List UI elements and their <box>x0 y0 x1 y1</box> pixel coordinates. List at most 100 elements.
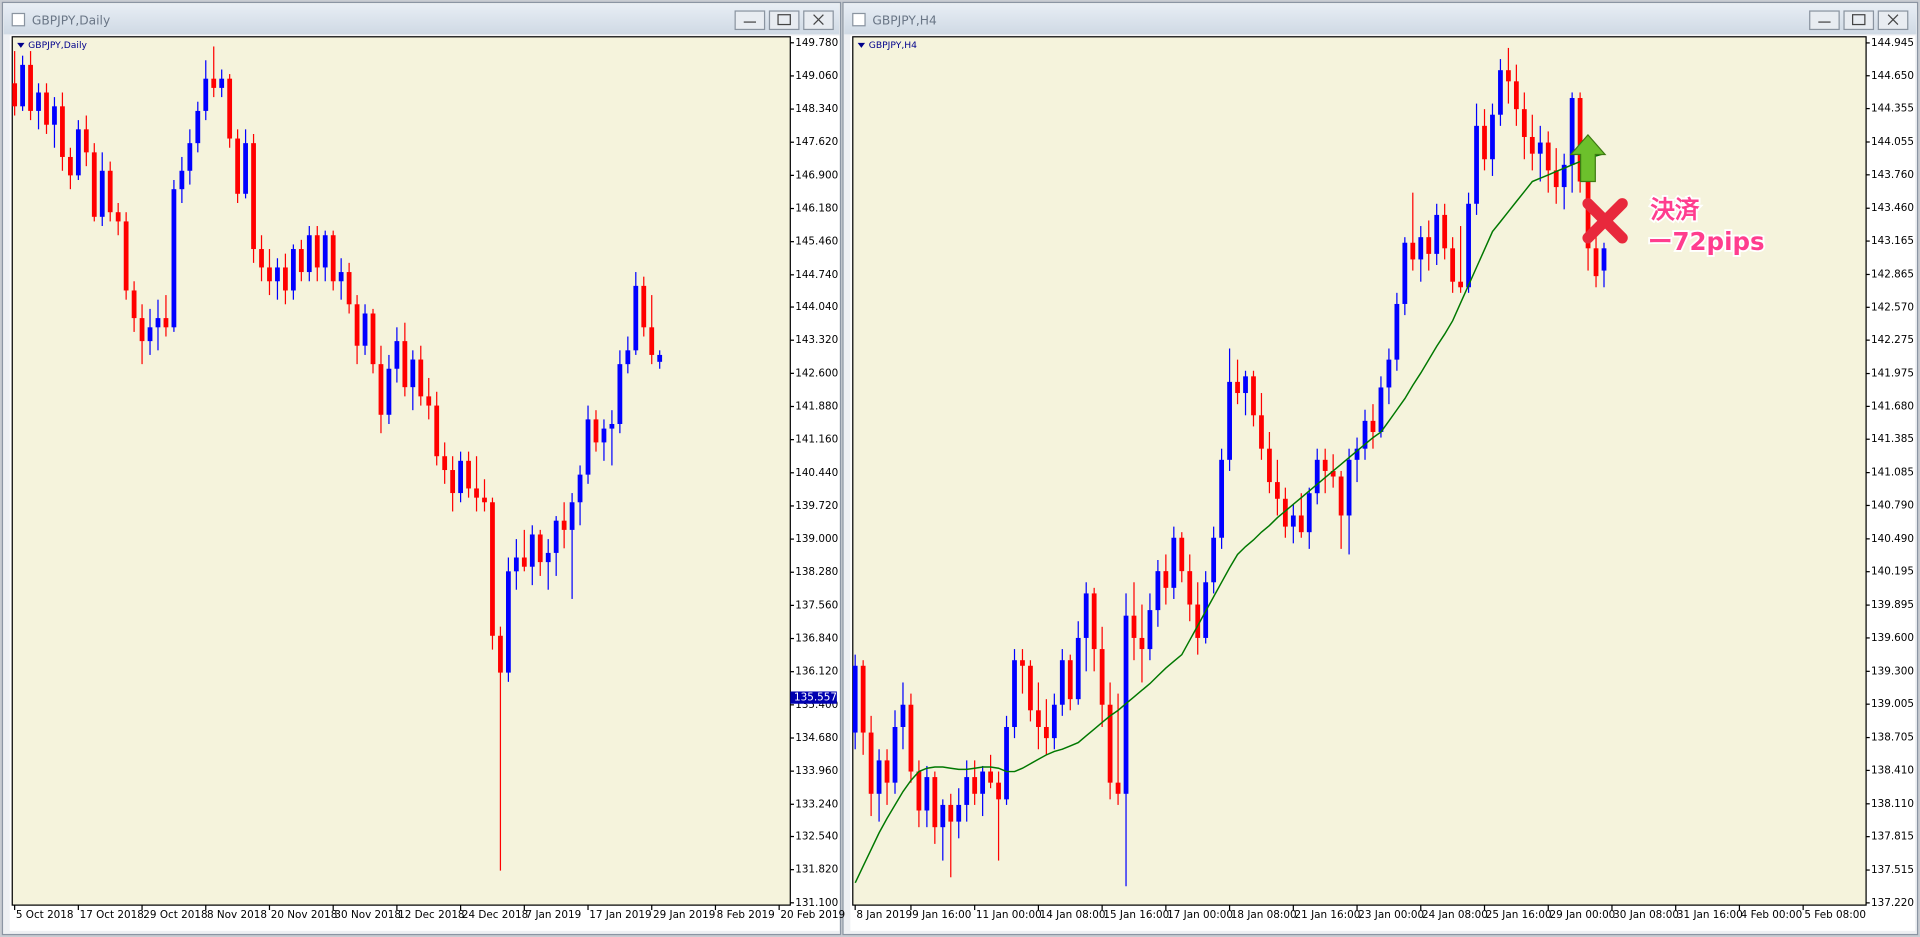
y-tick-label: 143.760 <box>1871 169 1914 181</box>
minimize-button[interactable] <box>1809 10 1840 31</box>
candle-body <box>609 423 615 429</box>
candle-body <box>1259 415 1264 449</box>
candle-body <box>490 502 495 636</box>
candle-body <box>1099 649 1105 705</box>
y-tick-label: 146.900 <box>795 169 838 181</box>
trade-markers: 決済 ー72pips <box>1569 133 1766 258</box>
candle-body <box>179 170 185 190</box>
candle-body <box>1346 459 1352 516</box>
symbol-label: GBPJPY,H4 <box>869 40 917 51</box>
y-tick-label: 131.100 <box>795 897 838 909</box>
candle-body <box>187 143 193 171</box>
candle-body <box>91 152 97 217</box>
candle-body <box>20 64 25 107</box>
candle-body <box>466 460 471 489</box>
candle-body <box>155 318 161 328</box>
candle-body <box>1075 637 1081 700</box>
x-tick-label: 15 Jan 16:00 <box>1103 909 1169 921</box>
window-title: GBPJPY,Daily <box>32 13 110 27</box>
y-tick-label: 141.160 <box>795 434 838 446</box>
y-tick-label: 140.440 <box>795 467 838 479</box>
candle-body <box>956 804 962 822</box>
candle-body <box>1195 604 1201 638</box>
candle-body <box>1474 125 1479 204</box>
x-tick-label: 8 Jan 2019 <box>856 909 912 921</box>
candle-body <box>251 143 256 250</box>
candle-body <box>649 327 655 355</box>
y-tick-label: 139.005 <box>1871 698 1914 710</box>
candle-body <box>450 470 456 494</box>
candle-body <box>195 110 201 144</box>
y-tick-label: 137.815 <box>1871 831 1914 843</box>
candle-body <box>924 777 930 811</box>
candle-body <box>1545 142 1551 171</box>
x-tick-label: 5 Oct 2018 <box>16 909 74 921</box>
candle-body <box>1593 248 1599 277</box>
candle-body <box>163 318 169 328</box>
candle-body <box>1426 237 1432 254</box>
y-tick-label: 133.960 <box>795 765 838 777</box>
y-tick-label: 140.195 <box>1871 566 1914 578</box>
candle-body <box>892 726 898 783</box>
x-tick-label: 18 Jan 08:00 <box>1231 909 1297 921</box>
plot-area <box>11 36 791 906</box>
candle-body <box>1418 237 1424 260</box>
candle-body <box>625 350 631 365</box>
y-tick-label: 142.275 <box>1871 334 1914 346</box>
candle-body <box>259 249 264 268</box>
candle-body <box>442 456 448 471</box>
y-tick-label: 142.570 <box>1871 301 1914 313</box>
candle-body <box>521 557 527 567</box>
y-tick-label: 134.680 <box>795 732 838 744</box>
maximize-button[interactable] <box>1843 10 1875 31</box>
y-tick-label: 148.340 <box>795 103 838 115</box>
candle-body <box>275 267 280 282</box>
candle-body <box>1036 710 1041 727</box>
close-cross <box>1582 198 1628 244</box>
candle-body <box>577 474 583 503</box>
candle-body <box>434 405 440 457</box>
candle-body <box>1322 459 1328 471</box>
candle-body <box>1290 515 1296 527</box>
y-tick-label: 139.600 <box>1871 632 1914 644</box>
candle-body <box>1450 248 1456 282</box>
maximize-button[interactable] <box>768 10 800 31</box>
candle-body <box>394 341 400 369</box>
candle-body <box>601 428 607 443</box>
candle-body <box>1131 615 1137 638</box>
x-tick-label: 21 Jan 16:00 <box>1295 909 1361 921</box>
y-tick-label: 139.000 <box>795 533 838 545</box>
y-tick-label: 141.880 <box>795 400 838 412</box>
x-tick-label: 17 Oct 2018 <box>80 909 144 921</box>
candle-body <box>107 170 113 213</box>
candle-body <box>139 318 145 342</box>
candle-body <box>537 534 543 563</box>
candle-body <box>426 396 432 406</box>
candle-body <box>12 83 18 107</box>
x-tick-label: 8 Feb 2019 <box>717 909 775 921</box>
y-tick-label: 133.240 <box>795 798 838 810</box>
candle-body <box>474 488 479 498</box>
y-tick-label: 138.110 <box>1871 798 1914 810</box>
candle-body <box>235 138 241 194</box>
x-tick-label: 29 Jan 2019 <box>653 909 715 921</box>
buy-arrow <box>1569 133 1607 183</box>
candle-body <box>1306 493 1312 533</box>
candle-body <box>1267 448 1272 483</box>
candle-body <box>362 313 368 346</box>
title-bar <box>3 3 840 35</box>
y-tick-label: 144.945 <box>1871 37 1914 49</box>
candle-body <box>980 771 986 794</box>
candle-body <box>868 732 874 794</box>
close-glyph <box>1887 14 1899 25</box>
candle-body <box>1442 214 1448 249</box>
candle-body <box>972 777 978 794</box>
y-tick-label: 145.460 <box>795 236 838 248</box>
x-tick-label: 8 Nov 2018 <box>207 909 267 921</box>
y-tick-label: 136.120 <box>795 666 838 678</box>
y-tick-label: 138.410 <box>1871 764 1914 776</box>
candle-body <box>1083 593 1089 638</box>
minimize-button[interactable] <box>734 10 766 31</box>
candle-body <box>1529 136 1535 154</box>
candle-body <box>569 502 575 530</box>
